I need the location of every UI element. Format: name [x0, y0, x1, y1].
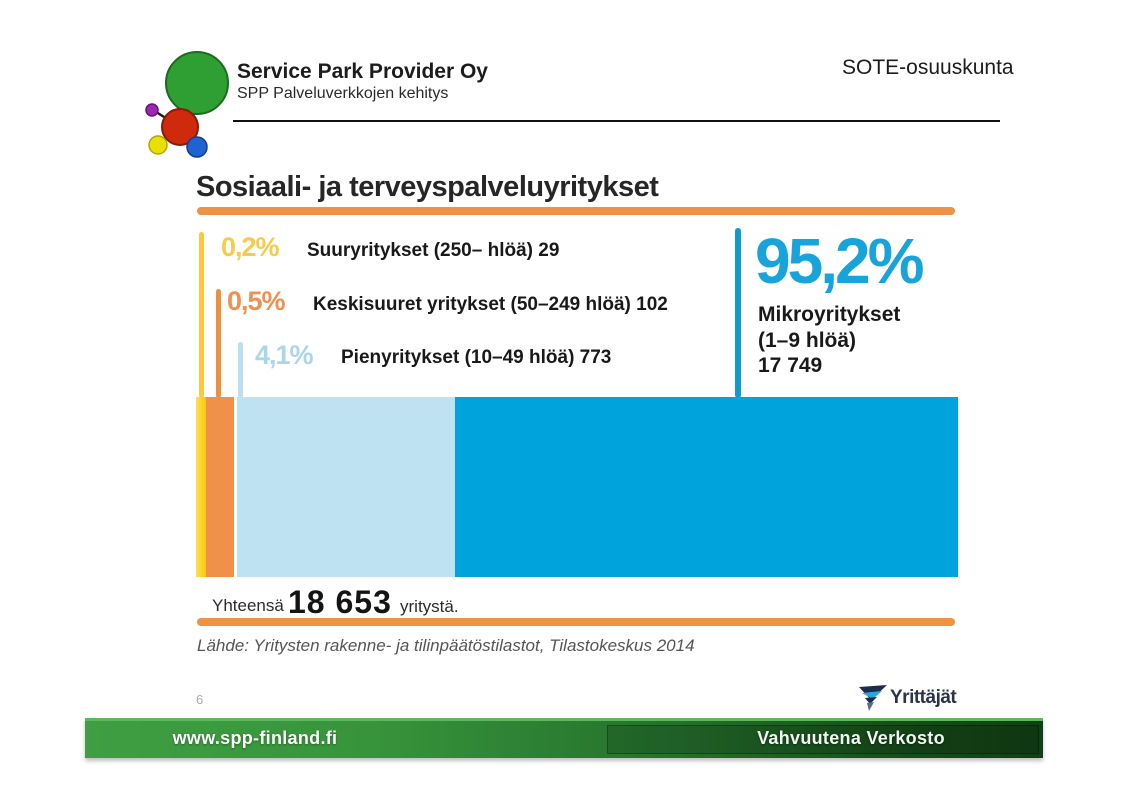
header-divider — [233, 120, 1000, 122]
total-suffix: yritystä. — [400, 597, 459, 616]
bar-segment-pienyritykset — [237, 397, 455, 577]
footer-slogan: Vahvuutena Verkosto — [757, 727, 945, 748]
label-mikroyritykset-size: (1–9 hlöä) — [758, 329, 857, 352]
label-pienyritykset: Pienyritykset (10–49 hlöä) 773 — [341, 347, 612, 368]
pct-keskisuuret: 0,5% — [227, 286, 286, 316]
source-citation: Lähde: Yritysten rakenne- ja tilinpäätös… — [197, 636, 695, 655]
page-number: 6 — [196, 692, 204, 707]
title-accent-rule — [197, 207, 955, 215]
label-mikroyritykset-count: 17 749 — [758, 354, 823, 377]
spp-molecule-logo-icon — [145, 51, 229, 158]
company-name: Service Park Provider Oy — [237, 60, 488, 83]
pct-pienyritykset: 4,1% — [255, 340, 314, 370]
pct-suuryritykset: 0,2% — [221, 232, 280, 262]
bar-segment-keskisuuret — [206, 397, 234, 577]
label-mikroyritykset: Mikroyritykset — [758, 303, 901, 326]
leader-line-keskisuuret — [216, 289, 221, 398]
footer-slogan-panel — [607, 725, 1039, 754]
total-prefix: Yhteensä — [212, 596, 284, 615]
footer-website-link[interactable]: www.spp-finland.fi — [172, 727, 338, 748]
pct-mikroyritykset: 95,2% — [755, 225, 924, 297]
header-right-title: SOTE-osuuskunta — [842, 56, 1014, 79]
footer-bar — [85, 718, 1043, 758]
leader-line-suuryritykset — [199, 232, 204, 398]
yrittajat-flag-icon — [859, 685, 887, 711]
leader-line-pienyritykset — [238, 342, 243, 398]
leader-line-mikroyritykset — [735, 228, 741, 398]
total-value: 18 653 — [288, 584, 392, 620]
total-accent-rule — [197, 618, 955, 626]
label-suuryritykset: Suuryritykset (250– hlöä) 29 — [307, 240, 560, 261]
bar-segment-suuryritykset — [196, 397, 206, 577]
label-keskisuuret: Keskisuuret yritykset (50–249 hlöä) 102 — [313, 294, 668, 315]
yrittajat-logo-text: Yrittäjät — [890, 687, 957, 708]
bar-segment-mikroyritykset — [455, 397, 958, 577]
slide-title: Sosiaali- ja terveyspalveluyritykset — [196, 171, 659, 203]
company-subtitle: SPP Palveluverkkojen kehitys — [237, 85, 449, 102]
yrittajat-logo: Yrittäjät — [858, 684, 1038, 714]
